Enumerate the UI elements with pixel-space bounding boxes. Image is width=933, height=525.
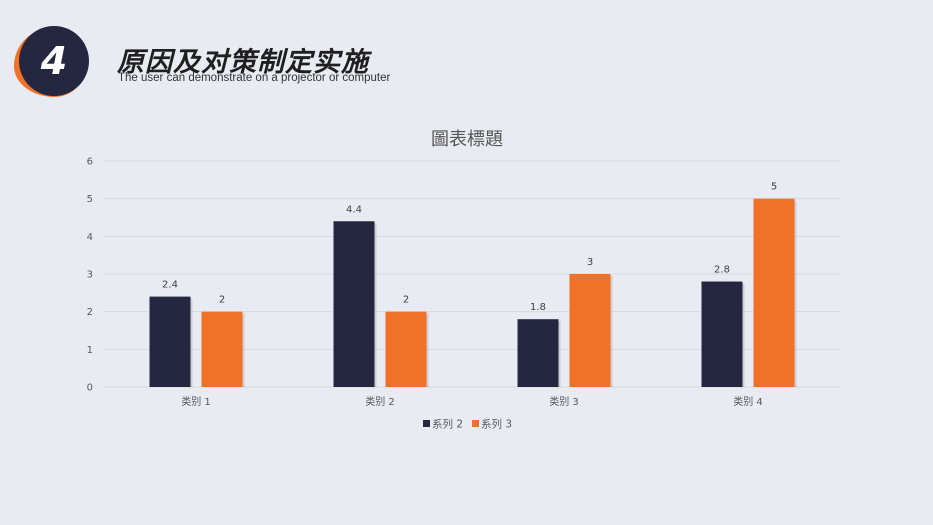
data-label: 5	[771, 182, 777, 193]
x-tick-label: 类别 3	[549, 395, 579, 408]
data-labels: 2.4 2 4.4 2 1.8 3 2.8 5	[162, 182, 777, 314]
section-badge: 4	[14, 26, 94, 102]
data-label: 1.8	[530, 302, 546, 313]
legend-label: 系列 2	[432, 418, 463, 431]
y-tick-label: 1	[87, 345, 93, 356]
legend: 系列 2 系列 3	[423, 418, 512, 431]
page-title: 原因及对策制定实施	[117, 47, 369, 78]
x-axis: 类别 1 类别 2 类别 3 类别 4	[181, 395, 763, 408]
bars	[149, 198, 797, 387]
y-tick-label: 2	[87, 307, 93, 318]
x-tick-label: 类别 1	[181, 395, 211, 408]
page-subtitle: The user can demonstrate on a projector …	[118, 72, 391, 84]
legend-swatch	[472, 420, 479, 427]
data-label: 2.8	[714, 265, 730, 276]
badge-circle: 4	[19, 26, 89, 96]
bar	[569, 274, 611, 387]
legend-label: 系列 3	[481, 418, 512, 431]
x-tick-label: 类别 2	[365, 395, 395, 408]
bar	[333, 221, 375, 387]
data-label: 2	[403, 295, 409, 306]
y-tick-label: 6	[87, 157, 93, 168]
data-label: 2.4	[162, 280, 178, 291]
section-number: 4	[40, 39, 68, 83]
bar	[201, 311, 243, 387]
y-tick-label: 3	[87, 270, 93, 281]
y-tick-label: 4	[87, 232, 93, 243]
y-tick-label: 5	[87, 194, 93, 205]
bar	[149, 296, 191, 387]
data-label: 3	[587, 257, 593, 268]
data-label: 4.4	[346, 204, 362, 215]
bar	[753, 198, 795, 387]
data-label: 2	[219, 295, 225, 306]
bar	[517, 319, 559, 387]
chart-title: 圖表標題	[431, 129, 503, 150]
y-tick-label: 0	[87, 383, 93, 394]
x-tick-label: 类别 4	[733, 395, 763, 408]
bar	[385, 311, 427, 387]
legend-swatch	[423, 420, 430, 427]
y-axis: 0 1 2 3 4 5 6	[87, 157, 93, 394]
bar	[701, 281, 743, 387]
